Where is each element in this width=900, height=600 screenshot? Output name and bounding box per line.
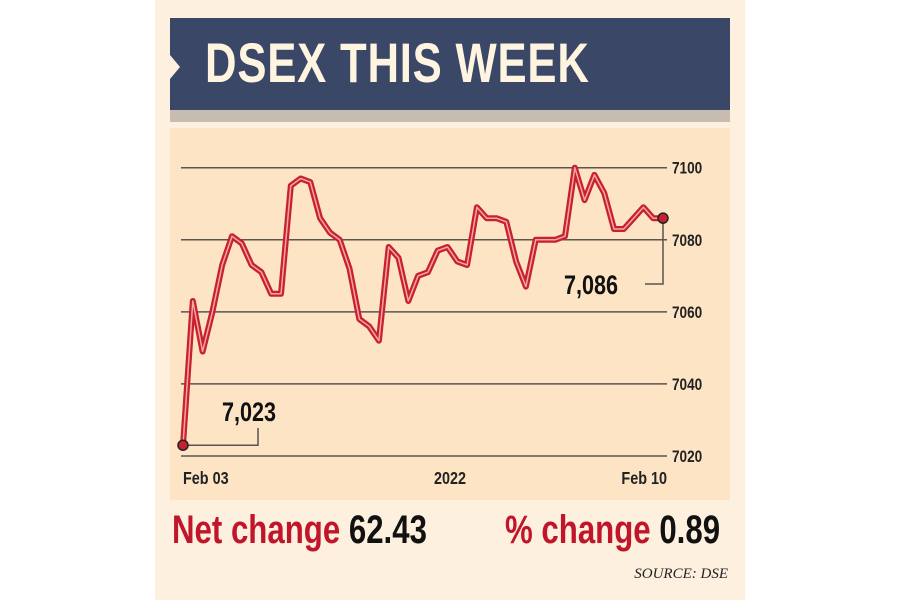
end-point-marker (657, 212, 669, 224)
end-leader-line (645, 218, 664, 285)
start-leader-line (183, 428, 259, 446)
net-change-label: Net change (172, 508, 341, 552)
banner-notch (170, 55, 180, 79)
title-banner (170, 18, 730, 110)
x-tick-label: Feb 10 (621, 469, 667, 489)
source-note: SOURCE: DSE (634, 566, 728, 582)
net-change: Net change 62.43 (172, 508, 427, 553)
y-tick-label: 7080 (672, 231, 702, 250)
series-line-inner (182, 166, 663, 446)
y-tick-label: 7100 (672, 159, 702, 178)
x-tick-label: Feb 03 (183, 469, 229, 489)
pct-change-label: % change (505, 508, 651, 552)
y-tick-label: 7060 (672, 303, 702, 322)
pct-change-value: 0.89 (659, 508, 721, 552)
y-tick-label: 7040 (672, 376, 702, 395)
chart-title: DSEX THIS WEEK (205, 31, 590, 94)
chart-panel (170, 128, 730, 500)
x-tick-label: 2022 (434, 469, 466, 489)
y-tick-label: 7020 (672, 448, 702, 467)
net-change-value: 62.43 (348, 508, 427, 552)
end-value-label: 7,086 (564, 271, 618, 301)
start-point-marker (177, 439, 189, 451)
pct-change: % change 0.89 (505, 508, 720, 553)
start-value-label: 7,023 (222, 398, 276, 428)
